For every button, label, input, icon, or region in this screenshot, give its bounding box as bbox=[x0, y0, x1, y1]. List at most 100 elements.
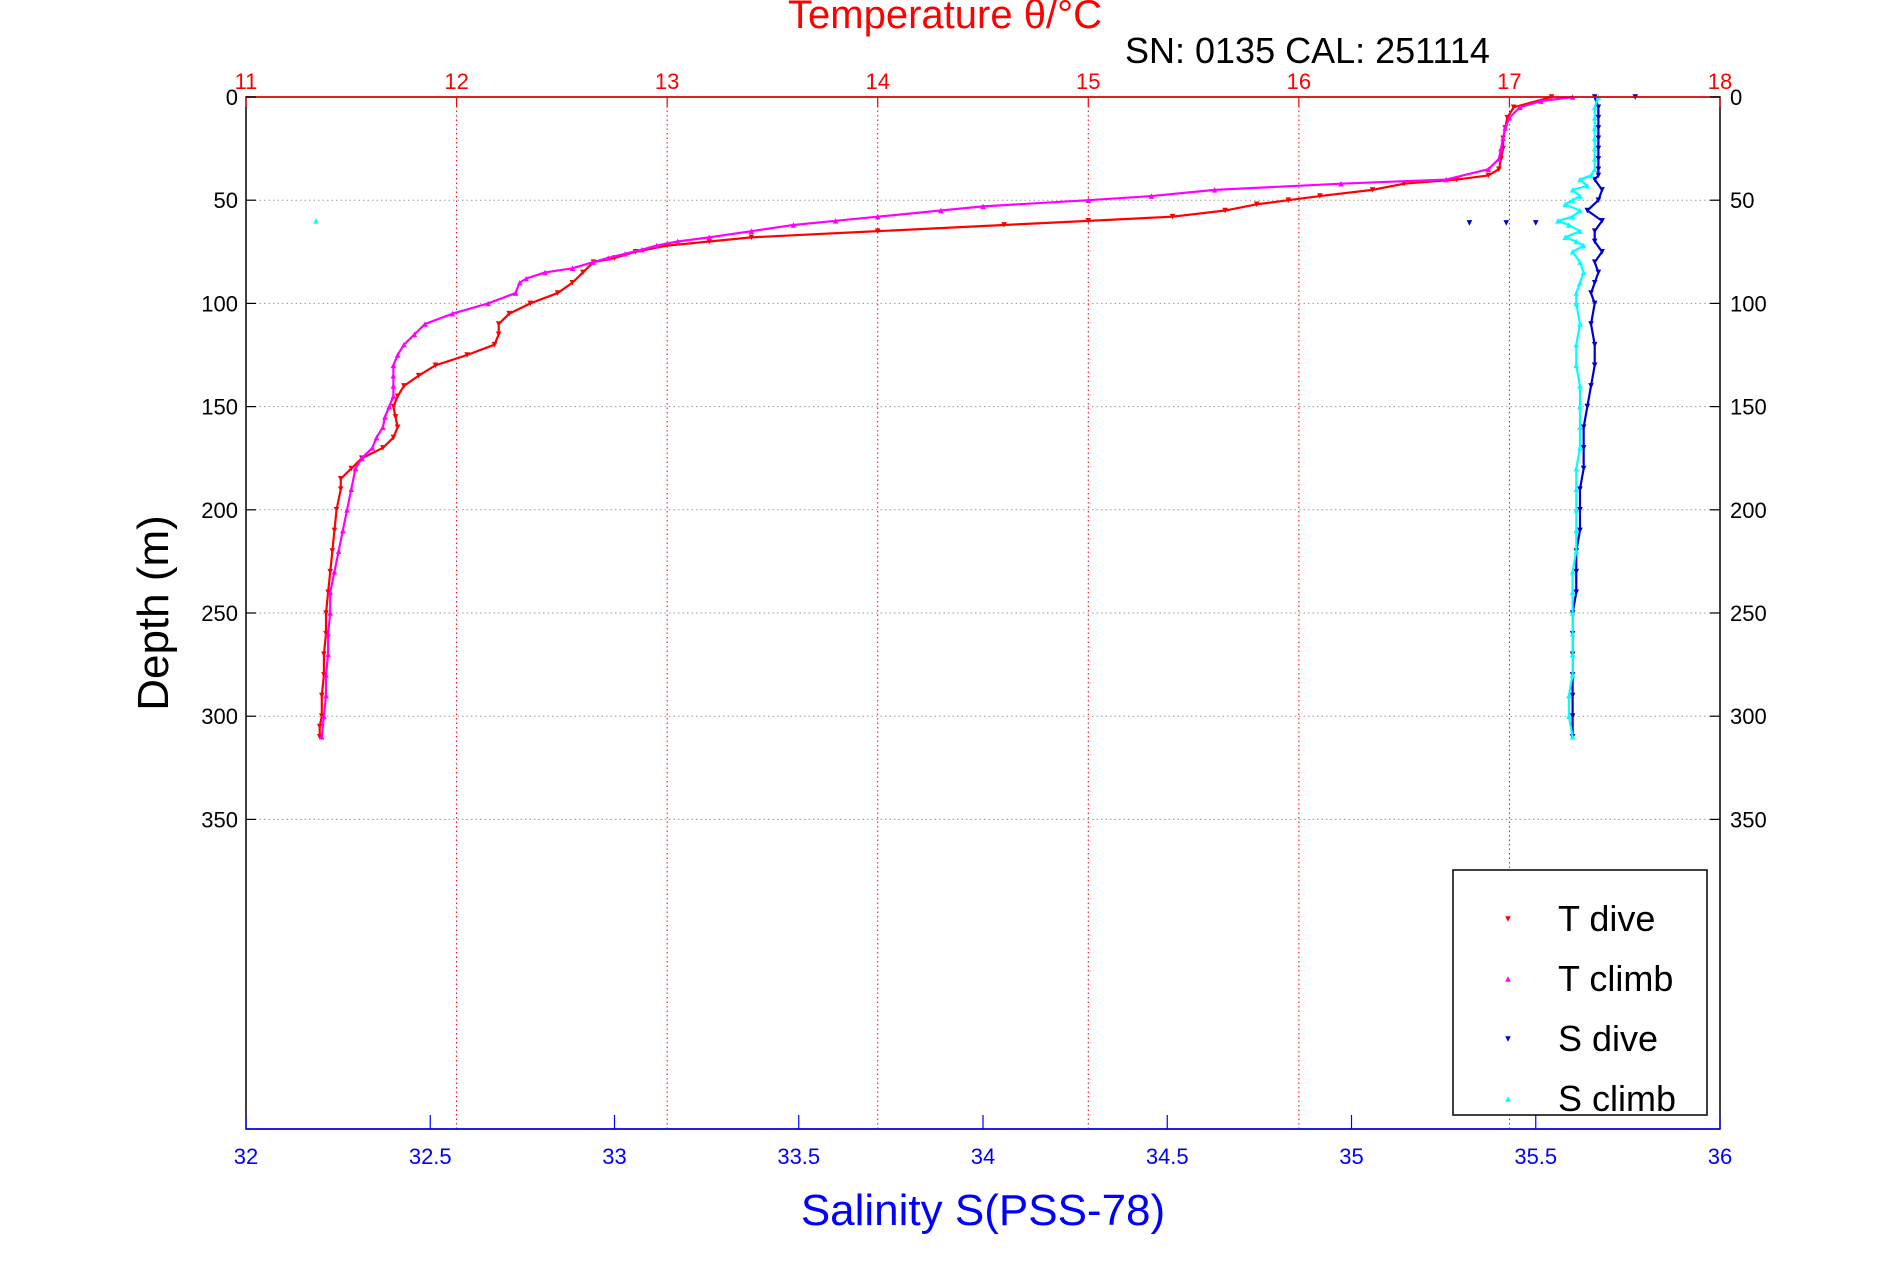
data-point bbox=[1517, 104, 1523, 111]
data-point bbox=[1591, 145, 1598, 152]
data-point bbox=[1569, 651, 1576, 658]
data-point bbox=[516, 279, 523, 286]
data-point bbox=[390, 393, 397, 400]
data-point bbox=[1573, 589, 1580, 596]
data-point bbox=[449, 310, 456, 317]
temperature-tick-label: 11 bbox=[235, 69, 258, 94]
depth-tick-label: 0 bbox=[1730, 85, 1742, 110]
depth-tick-label: 250 bbox=[201, 601, 238, 626]
data-point bbox=[1169, 213, 1176, 220]
data-point bbox=[380, 445, 386, 451]
data-point bbox=[1591, 279, 1598, 286]
data-point bbox=[319, 692, 325, 699]
data-point bbox=[639, 246, 645, 253]
salinity-tick-label: 33.5 bbox=[777, 1144, 820, 1169]
legend: T dive T climb S dive S climb bbox=[1452, 869, 1708, 1119]
data-point bbox=[495, 331, 502, 338]
data-point bbox=[1591, 104, 1598, 111]
data-point bbox=[464, 352, 470, 358]
data-point bbox=[1591, 259, 1598, 265]
data-point bbox=[512, 290, 519, 296]
series-s-dive bbox=[1569, 94, 1605, 740]
data-point bbox=[369, 445, 376, 451]
data-point bbox=[748, 228, 755, 234]
temperature-tick-label: 13 bbox=[655, 69, 679, 94]
data-point bbox=[1338, 180, 1344, 187]
outlier-point bbox=[1532, 220, 1539, 226]
data-point bbox=[1595, 269, 1602, 276]
data-point bbox=[1577, 193, 1583, 199]
data-point bbox=[1566, 692, 1572, 699]
data-point bbox=[523, 275, 529, 282]
depth-tick-label: 150 bbox=[201, 395, 238, 420]
data-point bbox=[392, 414, 399, 420]
data-point bbox=[386, 403, 392, 410]
series-layer bbox=[313, 94, 1639, 740]
salinity-tick-label: 35 bbox=[1339, 1144, 1363, 1169]
depth-tick-label: 100 bbox=[201, 291, 238, 316]
data-point bbox=[394, 352, 401, 358]
x-axis-label: Salinity S(PSS-78) bbox=[801, 1186, 1165, 1235]
data-point bbox=[1588, 321, 1594, 327]
salinity-tick-label: 33 bbox=[602, 1144, 626, 1169]
data-point bbox=[1599, 187, 1605, 193]
data-point bbox=[1584, 207, 1591, 214]
data-point bbox=[1569, 249, 1576, 255]
data-point bbox=[319, 734, 325, 740]
data-point bbox=[1538, 98, 1544, 104]
data-point bbox=[1591, 166, 1598, 173]
data-point bbox=[321, 713, 327, 719]
data-point bbox=[1569, 568, 1576, 575]
data-point bbox=[1500, 135, 1506, 142]
data-point bbox=[1443, 176, 1450, 183]
series-s-climb bbox=[1555, 94, 1602, 740]
data-point bbox=[382, 414, 388, 420]
legend-label: S climb bbox=[1558, 1078, 1676, 1119]
data-point bbox=[335, 548, 342, 554]
series-t-dive bbox=[316, 94, 1555, 740]
outlier-point bbox=[1466, 220, 1473, 226]
data-point bbox=[1591, 238, 1598, 245]
data-point bbox=[506, 310, 513, 317]
data-point bbox=[1577, 403, 1583, 410]
data-point bbox=[1591, 341, 1598, 348]
data-point bbox=[1285, 197, 1292, 203]
data-point bbox=[569, 265, 576, 272]
data-point bbox=[316, 723, 323, 730]
data-point bbox=[1577, 228, 1583, 234]
data-point bbox=[1562, 234, 1569, 241]
depth-tick-label: 0 bbox=[226, 85, 238, 110]
chart-subtitle: SN: 0135 CAL: 251114 bbox=[1125, 30, 1490, 71]
depth-tick-label: 150 bbox=[1730, 395, 1767, 420]
depth-axis-left: 0 50 100 150 200 250 300 350 bbox=[201, 85, 256, 832]
outlier-point bbox=[313, 218, 319, 224]
data-point bbox=[1577, 424, 1583, 431]
data-point bbox=[1591, 300, 1598, 307]
data-point bbox=[1580, 269, 1587, 276]
data-point bbox=[1569, 610, 1576, 616]
data-point bbox=[359, 455, 365, 461]
data-point bbox=[337, 476, 344, 482]
data-point bbox=[1085, 218, 1092, 224]
data-point bbox=[1595, 104, 1602, 111]
data-point bbox=[1577, 321, 1583, 327]
data-point bbox=[331, 568, 338, 575]
temperature-tick-label: 12 bbox=[444, 69, 468, 94]
data-point bbox=[380, 424, 386, 431]
data-point bbox=[485, 300, 491, 307]
data-point bbox=[1573, 290, 1580, 296]
temperature-tick-label: 18 bbox=[1708, 69, 1732, 94]
outlier-point bbox=[1503, 220, 1510, 226]
data-point bbox=[748, 234, 755, 241]
data-point bbox=[1498, 145, 1504, 152]
data-point bbox=[348, 486, 355, 492]
salinity-tick-label: 32 bbox=[234, 1144, 258, 1169]
data-point bbox=[1569, 630, 1576, 637]
data-point bbox=[1555, 218, 1561, 224]
depth-tick-label: 200 bbox=[201, 498, 238, 523]
data-point bbox=[1580, 465, 1587, 472]
data-point bbox=[1573, 300, 1580, 307]
data-point bbox=[1569, 672, 1576, 678]
data-point bbox=[605, 255, 611, 261]
